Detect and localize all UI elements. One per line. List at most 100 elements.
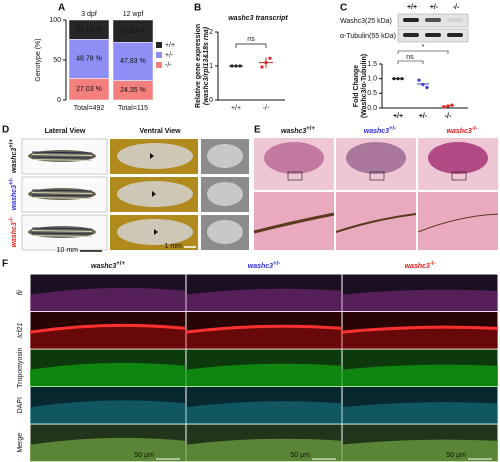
epithelium — [417, 213, 499, 233]
panel-label: C — [340, 3, 347, 14]
fish-stripe — [31, 197, 93, 199]
annotation: * — [422, 44, 425, 51]
tissue-layer — [30, 325, 186, 349]
tissue-layer — [342, 402, 498, 424]
epicardial-band — [29, 323, 187, 334]
zoom-tissue — [207, 220, 243, 244]
y-axis-label: (washc3/rpl13&18s rna) — [203, 26, 210, 105]
data-point — [264, 61, 268, 65]
arrowhead — [152, 191, 156, 197]
scale-bar-label: 50 µm — [134, 452, 154, 459]
genotype-label: washc3+/- — [364, 126, 396, 135]
data-point — [421, 82, 425, 87]
fish-stripe — [31, 232, 93, 235]
y-axis-label: (Washc3/α-Tubulin) — [361, 54, 368, 118]
tissue-layer — [186, 288, 342, 312]
fish-stripe — [31, 189, 93, 192]
annotation: ns — [406, 54, 414, 61]
genotype-label: washc3+/+ — [281, 126, 315, 135]
genotype: -/- — [9, 217, 15, 223]
gene-name: washc3 — [11, 148, 18, 173]
tissue-layer — [342, 289, 498, 312]
legend-label: +/+ — [165, 42, 175, 49]
y-tick-label: 0.5 — [367, 90, 377, 97]
total-label: Total=492 — [74, 105, 105, 112]
fish-stripe — [31, 159, 93, 161]
fluorescence-image — [186, 274, 342, 311]
row-label: fli — [17, 290, 24, 296]
gene-name: washc3 — [281, 128, 306, 135]
value-label: 27.83 % — [120, 28, 146, 35]
row-label: Merge — [17, 433, 24, 453]
significance-bracket — [397, 50, 449, 54]
data-point — [400, 77, 404, 81]
epithelium — [253, 212, 335, 234]
tissue-layer — [342, 327, 498, 349]
histology-tissue — [264, 142, 324, 174]
y-axis-label: Genotype (%) — [35, 38, 42, 81]
scale-bar-label: 50 µm — [446, 452, 466, 459]
gene-name: washc3 — [248, 263, 273, 270]
category-label: 12 wpf — [123, 11, 144, 18]
legend-label: -/- — [165, 62, 172, 69]
data-point — [238, 64, 242, 68]
gene-name: washc3 — [11, 185, 18, 210]
fluorescence-image — [30, 274, 186, 311]
tissue-layer — [342, 439, 498, 462]
blot-band — [403, 33, 419, 37]
y-tick-label: 1.5 — [367, 61, 377, 68]
zoom-tissue — [207, 144, 243, 168]
y-tick-label: 50 — [53, 57, 61, 64]
fish-stripe — [31, 192, 93, 194]
fish-stripe — [31, 230, 93, 232]
x-tick-label: +/- — [419, 113, 428, 120]
genotype: +/+ — [9, 139, 15, 148]
gene-name: washc3 — [11, 222, 18, 247]
y-tick-label: 0 — [57, 97, 61, 104]
blot-band — [425, 33, 441, 37]
bar-segment — [112, 42, 154, 81]
column-label: +/- — [430, 4, 439, 11]
x-tick-label: +/+ — [393, 113, 403, 120]
fish-stripe — [31, 151, 93, 154]
arrowhead — [150, 153, 154, 159]
bar-segment — [68, 19, 110, 40]
zoom-box — [369, 171, 385, 181]
fluorescence-image — [342, 274, 498, 311]
scale-bar-label: 1 mm — [165, 243, 183, 250]
fluorescence-image — [186, 387, 342, 424]
panel-label: F — [2, 259, 8, 270]
genotype: +/+ — [306, 126, 315, 132]
bar-segment — [68, 39, 110, 79]
blot-band — [447, 18, 463, 22]
row-label: Tropomyosin — [17, 348, 24, 388]
data-point — [230, 64, 234, 68]
genotype-label: washc3+/- — [9, 178, 18, 210]
column-label: +/+ — [407, 4, 417, 11]
significance-bracket — [397, 60, 424, 64]
fish-stripe — [31, 154, 93, 156]
genotype-label: washc3-/- — [405, 261, 436, 270]
fish-stripe — [31, 156, 93, 159]
y-tick-label: 0.0 — [367, 105, 377, 112]
bar-segment — [112, 19, 154, 43]
panel-label: A — [58, 3, 65, 14]
data-point — [417, 78, 421, 82]
fluorescence-image — [30, 387, 186, 424]
y-axis-label: Fold Change — [353, 65, 360, 107]
value-label: 47.83 % — [120, 58, 146, 65]
row-label: tcf21 — [17, 323, 24, 338]
blot-band — [447, 33, 463, 37]
row-label: DAPI — [17, 397, 24, 413]
data-point — [442, 105, 446, 109]
tissue-layer — [342, 364, 498, 387]
panel-label: B — [194, 3, 201, 14]
tissue-layer — [186, 438, 342, 462]
annotation: ns — [247, 36, 255, 43]
tissue-layer — [30, 437, 186, 462]
significance-bracket — [235, 43, 267, 48]
y-tick-label: 2 — [209, 29, 213, 36]
panel-label: E — [254, 125, 261, 136]
category-label: 3 dpf — [81, 11, 97, 18]
